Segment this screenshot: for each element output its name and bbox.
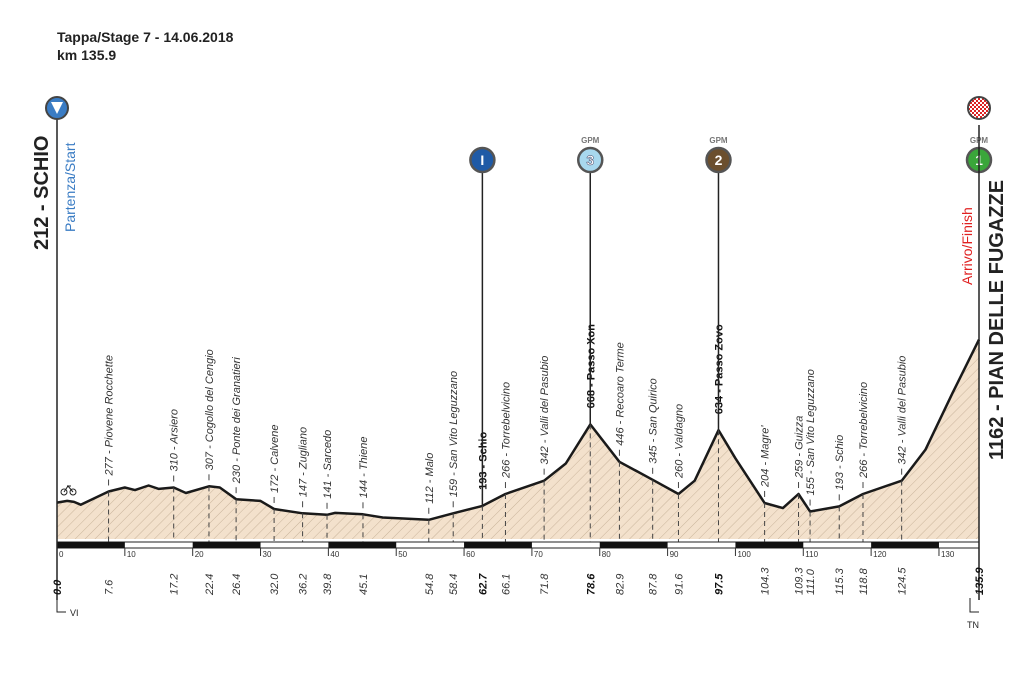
km-label: 91.6: [673, 573, 685, 595]
gpm-caption: GPM: [581, 136, 600, 145]
km-label: 0.0: [52, 579, 64, 595]
waypoint-label: 342 - Valli del Pasubio: [897, 356, 909, 465]
waypoint-label: 342 - Valli del Pasubio: [539, 356, 551, 465]
km-label: 39.8: [322, 573, 334, 595]
km-label: 58.4: [448, 574, 460, 595]
km-label: 26.4: [231, 574, 243, 596]
gpm-caption: GPM: [709, 136, 728, 145]
km-label: 104.3: [760, 567, 772, 595]
km-label: 66.1: [500, 574, 512, 595]
x-tick-label: 30: [263, 550, 272, 559]
stage-distance: km 135.9: [57, 47, 117, 63]
start-arrow-icon: [51, 102, 63, 114]
waypoint-label: 668 - Passo Xon: [585, 324, 597, 409]
waypoint-label: 259 - Guizza: [794, 416, 806, 479]
x-tick-label: 50: [398, 550, 407, 559]
x-tick-label: 40: [330, 550, 339, 559]
scale-segment: [57, 542, 125, 548]
km-label: 17.2: [169, 574, 181, 595]
waypoint-label: 266 - Torrebelvicino: [858, 382, 870, 479]
x-tick-label: 120: [873, 550, 887, 559]
start-province: VI: [70, 608, 79, 618]
intermediate-sprint-icon: [469, 146, 496, 174]
waypoint-label: 112 - Malo: [424, 453, 436, 504]
waypoint-label: 266 - Torrebelvicino: [500, 382, 512, 479]
waypoint-label: 193 - Schio: [834, 435, 846, 491]
km-label: 124.5: [897, 567, 909, 595]
x-tick-label: 70: [534, 550, 543, 559]
waypoint-label: 230 - Ponte dei Granatieri: [231, 357, 243, 485]
km-label: 7.6: [104, 579, 116, 595]
waypoint-label: 193 - Schio: [477, 432, 489, 490]
waypoint-label: 155 - San Vito Leguzzano: [805, 369, 817, 495]
x-tick-label: 20: [195, 550, 204, 559]
km-label: 32.0: [269, 573, 281, 595]
km-label: 78.6: [585, 573, 597, 595]
start-province-arrow-icon: [56, 598, 66, 613]
km-label: 22.4: [204, 574, 216, 596]
marker-symbol: 3: [586, 152, 594, 168]
x-tick-label: 80: [602, 550, 611, 559]
finish-province-arrow-icon: [969, 598, 979, 613]
marker-symbol: I: [480, 152, 484, 168]
km-label: 54.8: [424, 573, 436, 595]
scale-segment: [735, 542, 804, 548]
gpm-category-2-icon: [705, 146, 732, 174]
finish-name: 1162 - PIAN DELLE FUGAZZE: [986, 180, 1008, 460]
gpm-category-3-icon: [577, 146, 604, 174]
km-label: 135.9: [974, 567, 986, 595]
x-tick-label: 110: [805, 550, 818, 559]
x-tick-label: 60: [466, 550, 475, 559]
start-label: Partenza/Start: [62, 142, 78, 232]
waypoint-label: 277 - Piovene Rocchette: [104, 355, 116, 476]
profile-line: [56, 339, 981, 522]
km-label: 45.1: [358, 574, 370, 595]
km-label: 118.8: [858, 567, 870, 595]
waypoint-label: 634 - Passo Zovo: [713, 324, 725, 414]
start-name: 212 - SCHIO: [31, 136, 53, 250]
waypoint-label: 172 - Calvene: [269, 424, 281, 493]
km-label: 71.8: [539, 573, 551, 595]
x-tick-label: 90: [670, 550, 679, 559]
waypoint-label: 147 - Zugliano: [298, 427, 310, 497]
km-label: 87.8: [648, 573, 660, 595]
stage-title: Tappa/Stage 7 - 14.06.2018: [57, 29, 234, 45]
profile-area: [57, 339, 979, 539]
km-label: 97.5: [713, 573, 725, 595]
waypoint-label: 310 - Arsiero: [169, 409, 181, 472]
waypoint-label: 307 - Cogollo del Cengio: [204, 349, 216, 470]
km-label: 109.3: [794, 567, 806, 595]
x-tick-label: 130: [941, 550, 955, 559]
waypoint-label: 446 - Recoaro Terme: [614, 342, 626, 446]
scale-segment: [328, 542, 397, 548]
waypoint-label: 260 - Valdagno: [673, 404, 685, 479]
x-tick-label: 0: [59, 550, 64, 559]
stage-header: Tappa/Stage 7 - 14.06.2018 km 135.9: [57, 28, 233, 64]
x-tick-label: 100: [737, 550, 751, 559]
finish-flag-icon: [967, 96, 991, 120]
bicycle-icon: [60, 485, 77, 496]
km-label: 36.2: [298, 574, 310, 595]
scale-segment: [871, 542, 939, 548]
waypoint-label: 141 - Sarcedo: [322, 430, 334, 499]
scale-segment: [192, 542, 261, 548]
finish-province: TN: [967, 620, 979, 630]
waypoint-label: 204 - Magre': [760, 425, 772, 488]
scale-segment: [464, 542, 532, 548]
finish-label: Arrivo/Finish: [959, 207, 975, 285]
waypoint-label: 345 - San Quirico: [648, 378, 660, 464]
x-tick-label: 10: [127, 550, 136, 559]
waypoint-label: 159 - San Vito Leguzzano: [448, 371, 460, 497]
km-label: 115.3: [834, 567, 846, 595]
km-label: 82.9: [614, 574, 626, 595]
scale-segment: [599, 542, 668, 548]
km-label: 111.0: [805, 568, 817, 595]
waypoint-label: 144 - Thiene: [358, 437, 370, 499]
km-label: 62.7: [477, 573, 489, 595]
marker-symbol: 2: [715, 152, 723, 168]
